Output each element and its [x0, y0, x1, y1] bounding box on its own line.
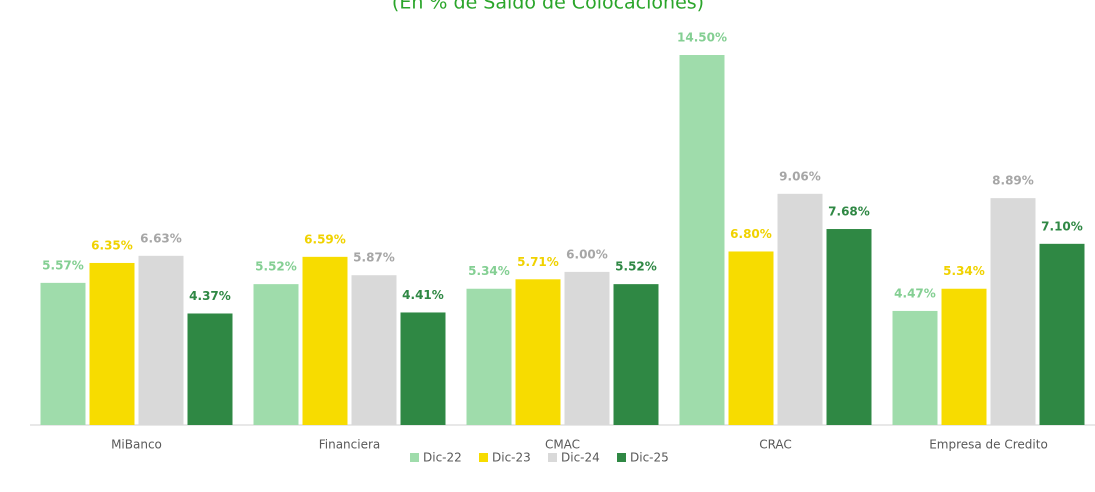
value-label: 8.89% [992, 174, 1034, 188]
x-tick-label: Empresa de Credito [929, 438, 1048, 452]
bar [89, 262, 135, 425]
bar [466, 288, 512, 425]
x-tick-label: Financiera [319, 438, 381, 452]
value-label: 7.10% [1041, 219, 1083, 233]
x-tick-label: CRAC [759, 438, 792, 452]
legend-swatch [479, 453, 488, 462]
bar [990, 198, 1036, 425]
value-label: 5.71% [517, 255, 559, 269]
value-label: 14.50% [677, 31, 727, 45]
legend-label: Dic-25 [630, 451, 669, 465]
legend-swatch [410, 453, 419, 462]
value-label: 6.35% [91, 238, 133, 252]
bar [138, 255, 184, 425]
value-label: 6.63% [140, 231, 182, 245]
bar [826, 229, 872, 425]
legend-label: Dic-24 [561, 451, 600, 465]
x-tick-label: MiBanco [111, 438, 162, 452]
legend-swatch [617, 453, 626, 462]
legend-swatch [548, 453, 557, 462]
bar [679, 55, 725, 425]
bar [515, 279, 561, 425]
bar [777, 193, 823, 425]
bar [613, 284, 659, 425]
bar [941, 288, 987, 425]
value-label: 6.00% [566, 247, 608, 261]
value-label: 4.37% [189, 289, 231, 303]
legend-label: Dic-23 [492, 451, 531, 465]
bar [728, 251, 774, 425]
value-label: 6.80% [730, 227, 772, 241]
value-label: 9.06% [779, 169, 821, 183]
value-label: 5.57% [42, 258, 84, 272]
chart-subtitle: (En % de Saldo de Colocaciones) [392, 0, 704, 14]
bar [400, 312, 446, 425]
bar [351, 275, 397, 425]
value-label: 4.47% [894, 286, 936, 300]
legend-label: Dic-22 [423, 451, 462, 465]
value-label: 5.87% [353, 251, 395, 265]
value-label: 4.41% [402, 288, 444, 302]
value-label: 5.52% [615, 260, 657, 274]
bar [1039, 243, 1085, 425]
bar [253, 284, 299, 425]
value-label: 6.59% [304, 232, 346, 246]
value-label: 5.34% [468, 264, 510, 278]
bar [302, 256, 348, 425]
x-tick-label: CMAC [545, 438, 580, 452]
bar [892, 310, 938, 425]
value-label: 7.68% [828, 205, 870, 219]
value-label: 5.34% [943, 264, 985, 278]
bar [564, 271, 610, 425]
bar [187, 313, 233, 425]
value-label: 5.52% [255, 260, 297, 274]
bar [40, 282, 86, 425]
